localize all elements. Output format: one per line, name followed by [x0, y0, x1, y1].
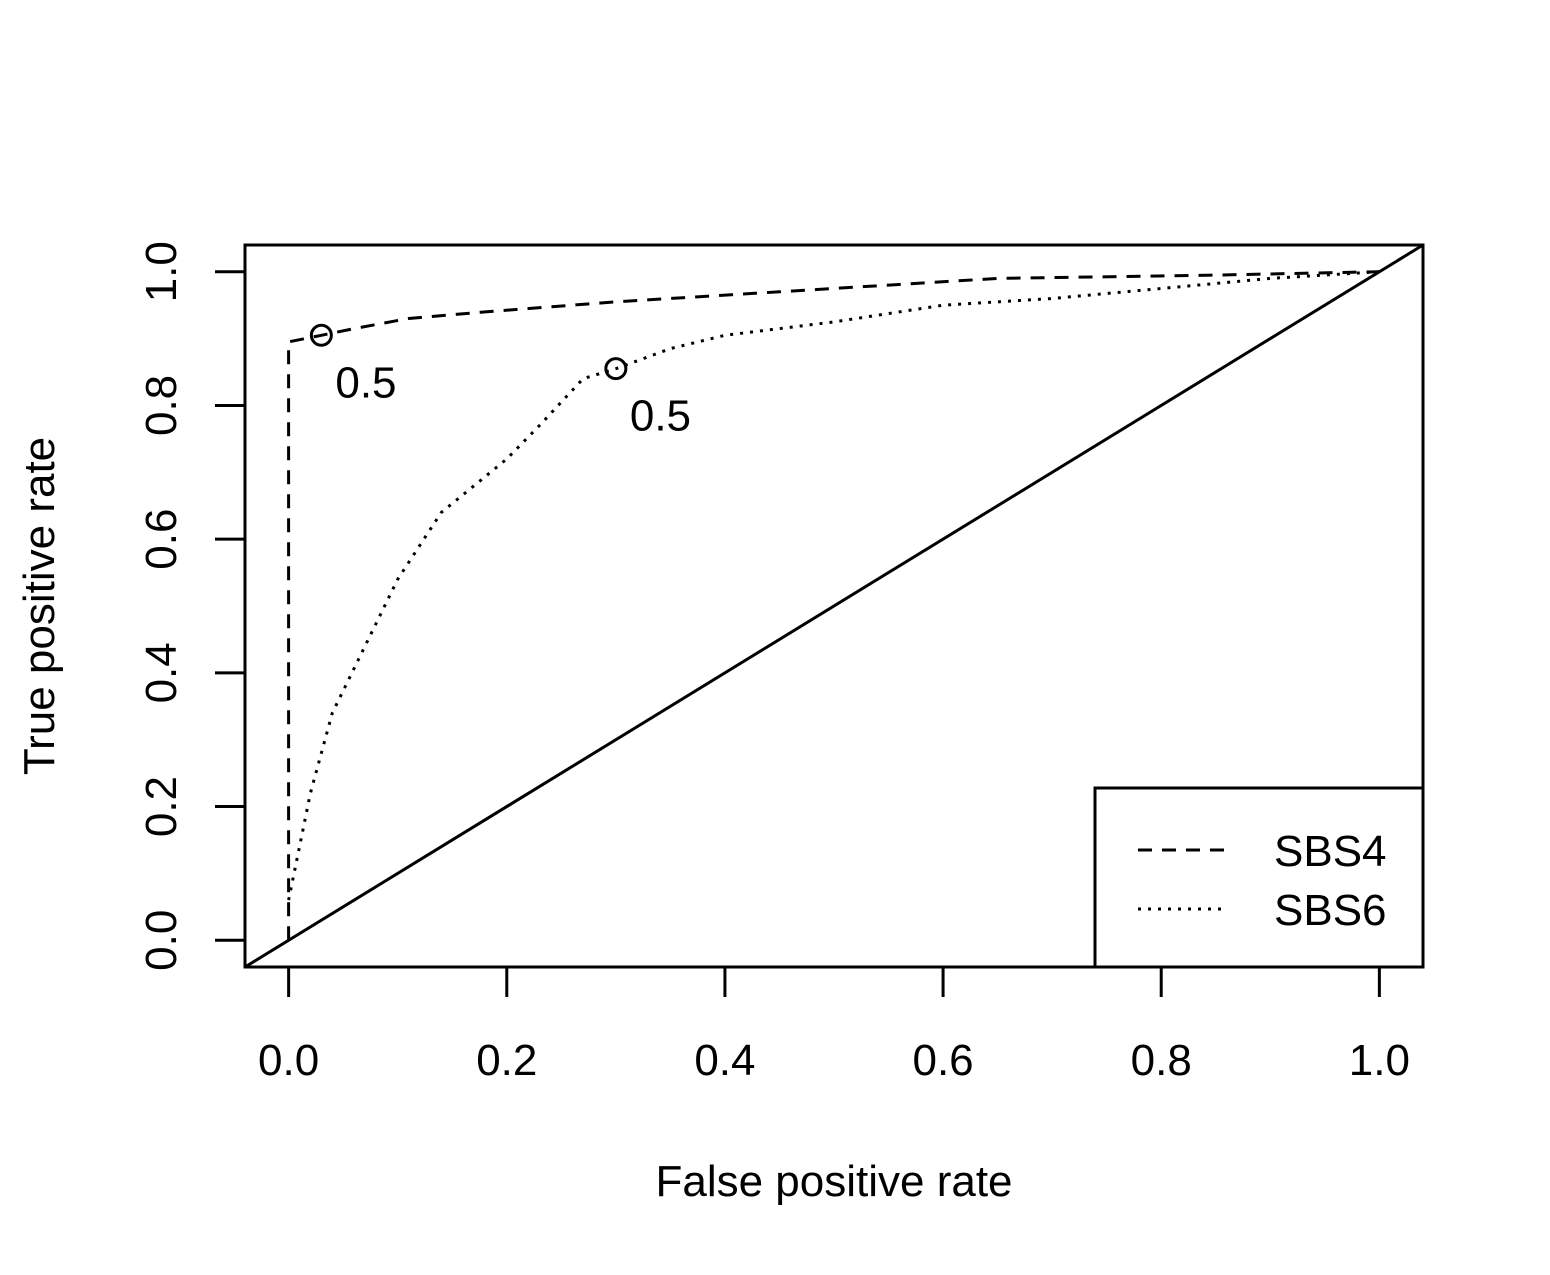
- x-tick-label: 0.6: [912, 1036, 973, 1085]
- x-axis: 0.0 0.2 0.4 0.6 0.8 1.0: [258, 965, 1410, 1085]
- legend-label-sbs4: SBS4: [1274, 827, 1387, 876]
- x-tick-label: 0.8: [1131, 1036, 1192, 1085]
- diagonal-reference-line: [244, 243, 1424, 969]
- plot-area: 0.5 0.5: [244, 243, 1424, 969]
- threshold-label-sbs6: 0.5: [630, 392, 691, 441]
- x-tick-label: 0.2: [476, 1036, 537, 1085]
- x-axis-label: False positive rate: [655, 1157, 1012, 1206]
- x-tick-label: 0.0: [258, 1036, 319, 1085]
- y-axis: 0.0 0.2 0.4 0.6 0.8 1.0: [137, 241, 247, 971]
- series-line-sbs4: [287, 270, 1380, 941]
- y-tick-label: 0.0: [137, 910, 186, 971]
- threshold-marker-sbs4: [309, 323, 333, 347]
- legend: SBS4 SBS6: [1093, 786, 1425, 969]
- legend-box: [1093, 786, 1425, 969]
- threshold-label-sbs4: 0.5: [335, 358, 396, 407]
- legend-label-sbs6: SBS6: [1274, 886, 1387, 935]
- y-tick-label: 1.0: [137, 241, 186, 302]
- x-tick-label: 0.4: [694, 1036, 755, 1085]
- y-tick-label: 0.2: [137, 776, 186, 837]
- threshold-marker-sbs6: [604, 357, 628, 381]
- y-tick-label: 0.4: [137, 642, 186, 703]
- y-tick-label: 0.8: [137, 375, 186, 436]
- y-tick-label: 0.6: [137, 509, 186, 570]
- y-axis-label: True positive rate: [15, 437, 64, 775]
- x-tick-label: 1.0: [1349, 1036, 1410, 1085]
